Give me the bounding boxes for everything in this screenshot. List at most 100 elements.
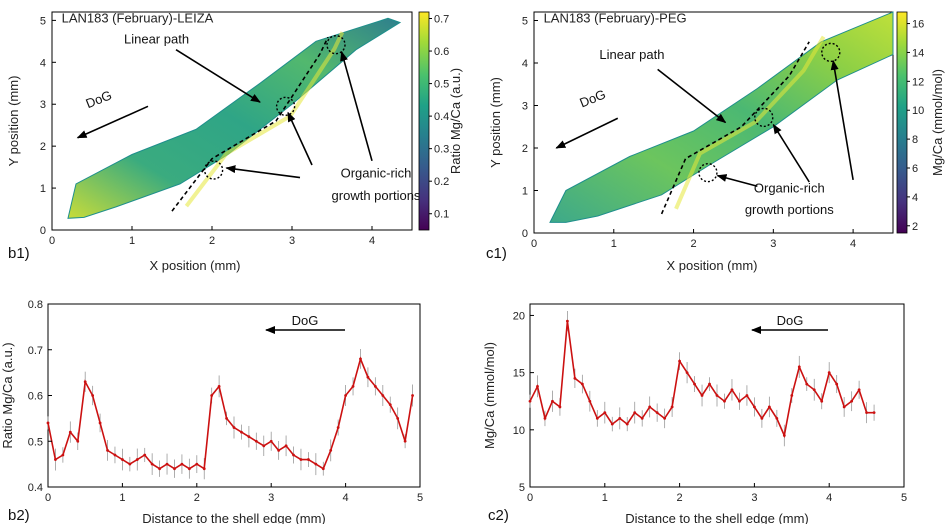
y-tick-label: 5 — [40, 15, 46, 27]
data-point — [536, 384, 539, 388]
data-point — [202, 467, 206, 471]
dog-arrow — [76, 105, 149, 139]
data-point — [128, 462, 132, 466]
data-point — [165, 462, 169, 466]
data-point — [633, 411, 637, 415]
data-point — [143, 453, 147, 457]
data-point — [715, 394, 719, 397]
annotation-organic-line2: growth portions — [332, 188, 421, 203]
data-point — [277, 449, 281, 452]
y-tick-label: 5 — [522, 16, 528, 28]
chart-title: LAN183 (February)-PEG — [544, 11, 687, 26]
y-tick-label: 1 — [522, 186, 528, 198]
data-point — [588, 399, 592, 403]
data-point — [820, 399, 824, 403]
data-point — [738, 399, 741, 403]
colorbar-tick-label: 14 — [912, 47, 924, 59]
data-point — [187, 467, 191, 471]
data-point — [135, 458, 139, 461]
data-point — [850, 399, 854, 403]
panel-b2: 0 1 2 3 4 5 0.4 0.5 0.6 0.7 0.8 Distance to the she… — [0, 299, 423, 524]
annotation-dog: DoG — [292, 313, 319, 328]
colorbar-tick-label: 0.2 — [434, 176, 449, 188]
data-point — [827, 371, 831, 375]
x-tick-label: 2 — [677, 492, 683, 504]
data-point — [663, 416, 667, 420]
data-point — [46, 421, 50, 425]
y-tick-label: 10 — [513, 425, 525, 437]
x-tick-label: 3 — [770, 238, 776, 250]
colorbar-tick-label: 10 — [912, 105, 924, 117]
y-tick-label: 2 — [522, 143, 528, 155]
data-point — [805, 382, 809, 386]
dog-arrow — [555, 117, 619, 149]
x-tick-label: 2 — [209, 235, 215, 247]
x-tick-label: 3 — [268, 492, 274, 504]
y-tick-label: 5 — [519, 482, 525, 494]
x-tick-label: 4 — [369, 235, 375, 247]
y-tick-label: 0 — [40, 225, 46, 237]
x-tick-label: 4 — [826, 492, 832, 504]
annotation-linear-path: Linear path — [124, 31, 189, 46]
y-tick-label: 0 — [522, 228, 528, 240]
data-point — [790, 394, 794, 397]
colorbar-tick-label: 0.5 — [434, 79, 449, 91]
x-tick-label: 2 — [690, 238, 696, 250]
data-point — [359, 357, 362, 361]
data-point — [753, 405, 756, 409]
x-axis-label: Distance to the shell edge (mm) — [142, 511, 326, 524]
colorbar-tick-label: 2 — [912, 221, 918, 233]
data-point — [723, 399, 726, 403]
organic-arrow-3 — [830, 59, 854, 181]
data-point — [411, 394, 414, 397]
x-tick-label: 0 — [531, 238, 537, 250]
y-axis-label: Y position (mm) — [488, 77, 503, 168]
organic-arrow-2 — [287, 111, 313, 166]
y-tick-label: 3 — [522, 101, 528, 113]
data-point — [158, 467, 162, 471]
linear-path-arrow — [657, 68, 727, 124]
data-point — [857, 388, 861, 392]
data-point — [648, 405, 652, 409]
data-point — [595, 416, 599, 420]
data-point — [812, 388, 816, 392]
x-tick-label: 1 — [611, 238, 617, 250]
colorbar-tick-label: 6 — [912, 163, 918, 175]
data-point — [366, 375, 370, 379]
data-point — [872, 411, 876, 415]
data-point — [225, 416, 228, 420]
colorbar-tick-label: 16 — [912, 19, 924, 31]
data-point — [381, 394, 385, 397]
data-point — [247, 435, 251, 439]
data-point — [336, 426, 340, 429]
colorbar-tick-label: 12 — [912, 76, 924, 88]
y-tick-label: 0.6 — [28, 391, 43, 403]
colorbar-label: Mg/Ca (mmol/mol) — [930, 69, 945, 176]
data-point — [98, 421, 102, 425]
x-tick-label: 0 — [527, 492, 533, 504]
data-point — [173, 467, 176, 471]
organic-circle-1 — [203, 160, 224, 180]
colorbar-tick-label: 0.1 — [434, 209, 449, 221]
colorbar-tick-label: 0.7 — [434, 14, 449, 26]
organic-circle-3 — [821, 42, 841, 63]
shell-map — [67, 17, 402, 219]
data-point — [580, 382, 584, 386]
data-point — [670, 405, 674, 409]
y-tick-label: 2 — [40, 141, 46, 153]
data-point — [299, 458, 303, 461]
colorbar-label: Ratio Mg/Ca (a.u.) — [448, 68, 463, 174]
data-point — [775, 416, 779, 420]
data-point — [797, 365, 801, 369]
organic-arrow-1 — [225, 165, 301, 179]
data-point — [625, 422, 629, 426]
organic-arrow-1 — [716, 174, 758, 188]
linear-path-arrow — [175, 49, 261, 103]
annotation-dog: DoG — [777, 313, 804, 328]
data-point — [54, 458, 57, 461]
colorbar-tick-label: 0.6 — [434, 46, 449, 58]
organic-circle-2 — [754, 107, 774, 128]
y-axis-label: Y position (mm) — [6, 76, 21, 167]
data-point — [373, 384, 377, 388]
data-point — [76, 439, 80, 443]
